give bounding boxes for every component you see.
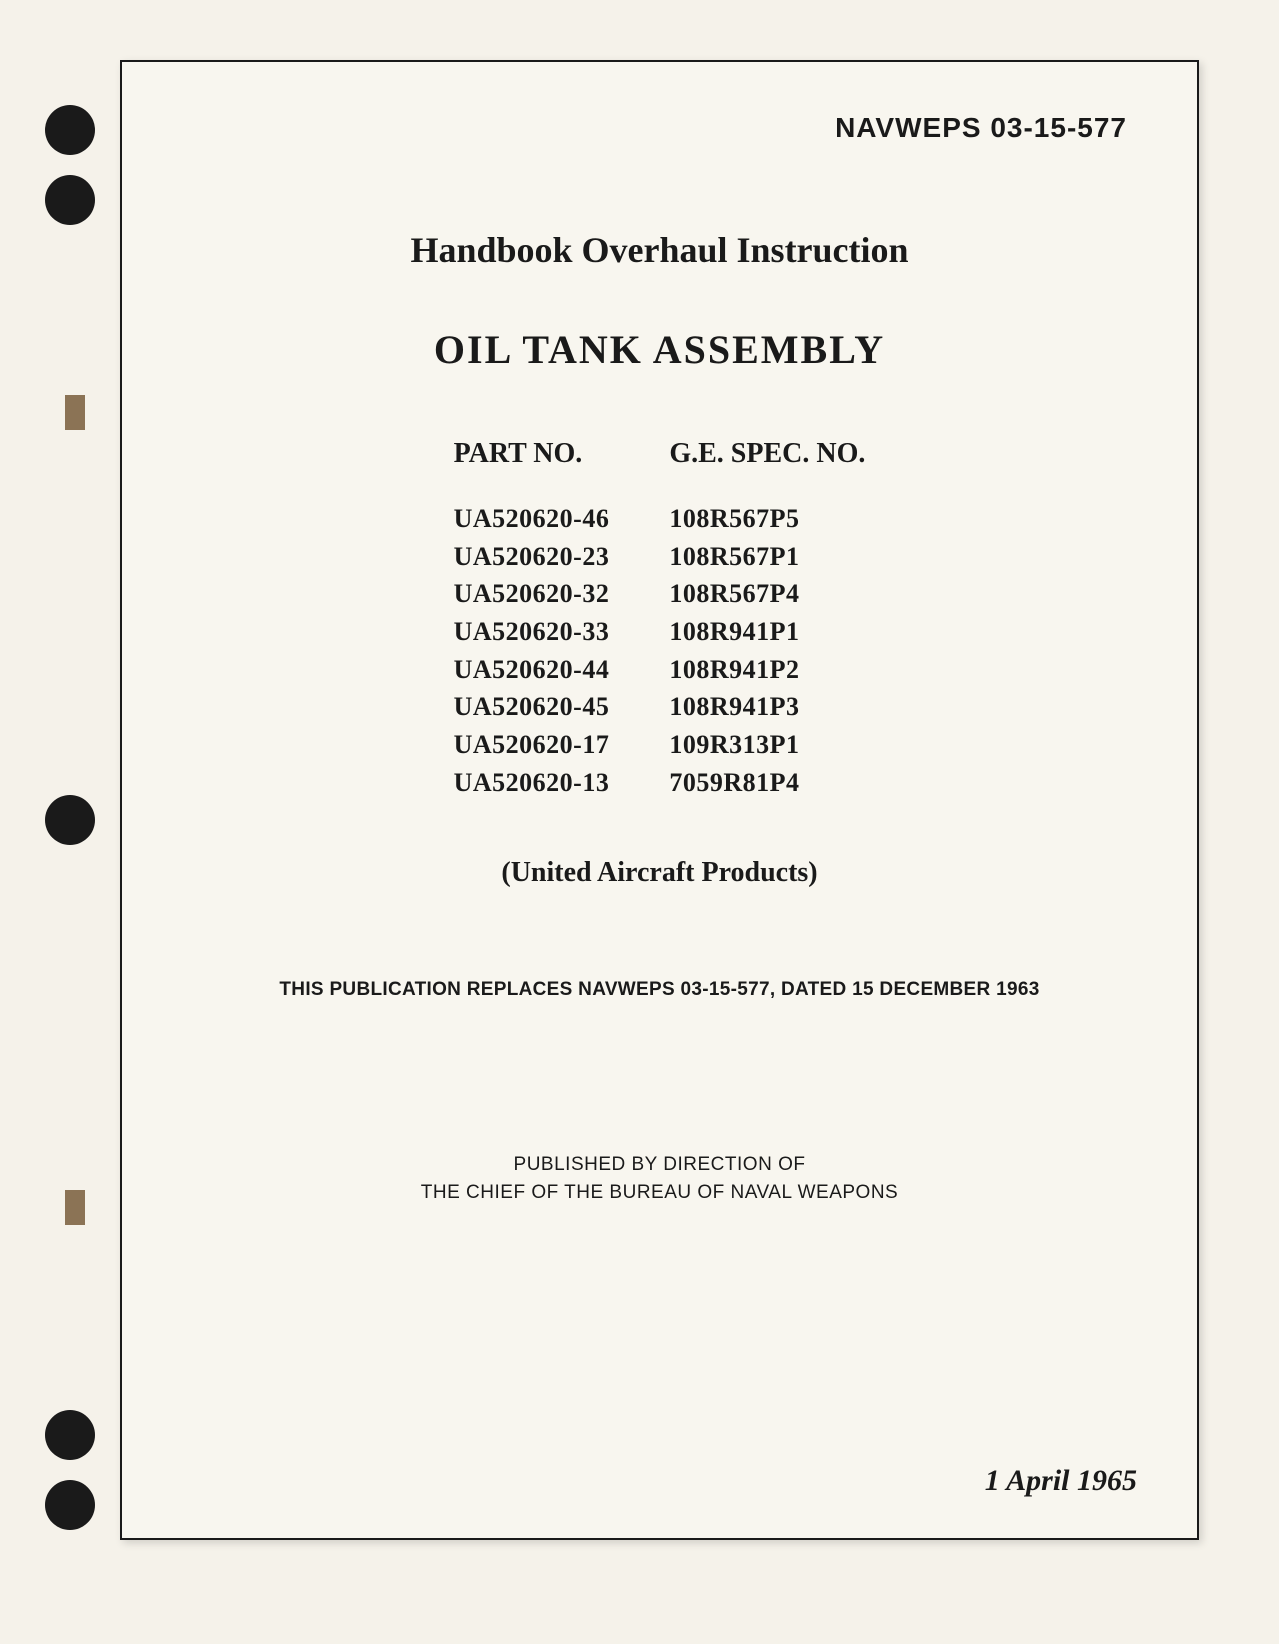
parts-table: PART NO. UA520620-46 UA520620-23 UA52062… xyxy=(192,438,1127,802)
staple-mark-icon xyxy=(65,1190,85,1225)
part-number-column: PART NO. UA520620-46 UA520620-23 UA52062… xyxy=(454,438,610,802)
table-row: UA520620-13 xyxy=(454,764,610,802)
table-row: 108R941P3 xyxy=(669,688,865,726)
punch-hole-icon xyxy=(45,175,95,225)
publication-date: 1 April 1965 xyxy=(985,1464,1137,1498)
document-number: NAVWEPS 03-15-577 xyxy=(192,112,1127,144)
table-row: 108R567P1 xyxy=(669,538,865,576)
table-row: 108R567P5 xyxy=(669,500,865,538)
punch-hole-icon xyxy=(45,1410,95,1460)
punch-hole-icon xyxy=(45,105,95,155)
publisher-info: PUBLISHED BY DIRECTION OF THE CHIEF OF T… xyxy=(192,1151,1127,1208)
staple-mark-icon xyxy=(65,395,85,430)
publisher-line-2: THE CHIEF OF THE BUREAU OF NAVAL WEAPONS xyxy=(192,1179,1127,1208)
table-row: UA520620-44 xyxy=(454,651,610,689)
part-no-header: PART NO. xyxy=(454,438,610,470)
document-title-line-1: Handbook Overhaul Instruction xyxy=(192,229,1127,271)
punch-hole-icon xyxy=(45,795,95,845)
publisher-line-1: PUBLISHED BY DIRECTION OF xyxy=(192,1151,1127,1180)
spec-number-column: G.E. SPEC. NO. 108R567P5 108R567P1 108R5… xyxy=(669,438,865,802)
table-row: UA520620-45 xyxy=(454,688,610,726)
table-row: UA520620-32 xyxy=(454,575,610,613)
table-row: UA520620-17 xyxy=(454,726,610,764)
table-row: 108R941P1 xyxy=(669,613,865,651)
document-title-line-2: OIL TANK ASSEMBLY xyxy=(192,326,1127,373)
table-row: UA520620-23 xyxy=(454,538,610,576)
table-row: 7059R81P4 xyxy=(669,764,865,802)
table-row: UA520620-33 xyxy=(454,613,610,651)
punch-hole-icon xyxy=(45,1480,95,1530)
document-frame: NAVWEPS 03-15-577 Handbook Overhaul Inst… xyxy=(120,60,1199,1540)
page-container: NAVWEPS 03-15-577 Handbook Overhaul Inst… xyxy=(0,0,1279,1644)
table-row: 109R313P1 xyxy=(669,726,865,764)
table-row: UA520620-46 xyxy=(454,500,610,538)
table-row: 108R567P4 xyxy=(669,575,865,613)
spec-no-header: G.E. SPEC. NO. xyxy=(669,438,865,470)
table-row: 108R941P2 xyxy=(669,651,865,689)
manufacturer-name: (United Aircraft Products) xyxy=(192,857,1127,889)
replacement-note: THIS PUBLICATION REPLACES NAVWEPS 03-15-… xyxy=(192,979,1127,1001)
